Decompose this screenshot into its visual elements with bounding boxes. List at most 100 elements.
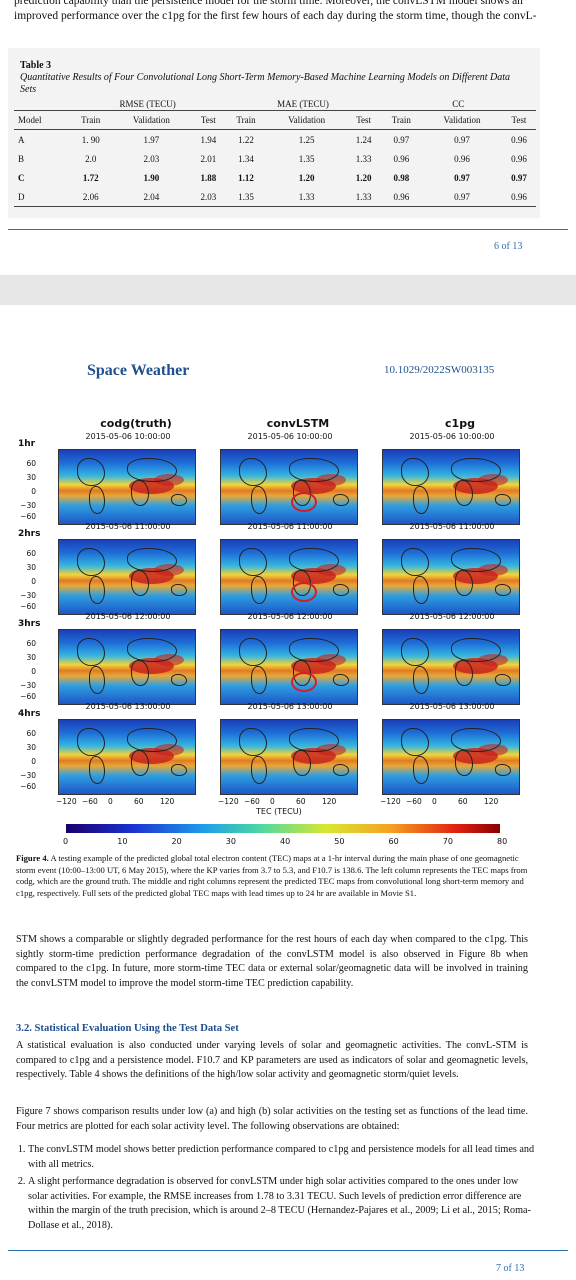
table-row: D 2.06 2.04 2.03 1.35 1.33 1.33 0.96 0.9… [14, 187, 536, 207]
y-tick-label: 0 [31, 757, 36, 766]
x-tick-label: 120 [322, 797, 337, 806]
table-cell: 1.90 [143, 172, 160, 183]
table-cell: C [18, 172, 25, 183]
x-tick-label: 60 [458, 797, 468, 806]
table-cell: A [18, 134, 25, 145]
table-cell: 0.96 [501, 187, 536, 207]
x-tick-label: −120 [218, 797, 239, 806]
page-number: 6 of 13 [494, 241, 523, 252]
results-table: RMSE (TECU) MAE (TECU) CC Model Train Va… [14, 98, 536, 207]
table-cell: 1.88 [200, 172, 217, 183]
column-title: c1pg [445, 417, 475, 430]
caption-label: Figure 4. [16, 853, 49, 863]
colorbar-tick: 20 [171, 837, 182, 846]
y-tick-label: 60 [26, 639, 36, 648]
table-cell: 1.72 [82, 172, 99, 183]
paragraph: A statistical evaluation is also conduct… [16, 1040, 528, 1080]
x-tick-label: −60 [244, 797, 260, 806]
y-tick-label: 30 [26, 743, 36, 752]
table-cell: 0.96 [511, 134, 527, 145]
table-cell: 1.33 [266, 187, 347, 207]
column-header: Test [501, 110, 536, 130]
y-tick-label: −60 [20, 602, 36, 611]
x-tick-label: 0 [108, 797, 113, 806]
y-tick-label: −30 [20, 771, 36, 780]
column-header: Validation [266, 110, 347, 130]
x-tick-label: −60 [82, 797, 98, 806]
table-row: C 1.72 1.90 1.88 1.12 1.20 1.20 0.98 0.9… [14, 168, 536, 187]
timestamp: 2015-05-06 10:00:00 [247, 432, 333, 441]
table-cell: 2.04 [111, 187, 192, 207]
table-cell: 1.97 [143, 134, 160, 145]
timestamp: 2015-05-06 11:00:00 [85, 522, 171, 531]
body-text-top: prediction capability than the persisten… [14, 0, 537, 22]
table-cell: 1.94 [200, 134, 217, 145]
figure-4: codg(truth) convLSTM c1pg 1hr 60 30 0 −30 −60… [16, 405, 560, 855]
timestamp: 2015-05-06 12:00:00 [247, 612, 333, 621]
table-cell: D [14, 187, 70, 207]
table-cell: 0.96 [393, 153, 410, 164]
y-tick-label: 60 [26, 729, 36, 738]
table-cell: 2.06 [70, 187, 112, 207]
column-header: Train [70, 110, 112, 130]
timestamp: 2015-05-06 12:00:00 [85, 612, 171, 621]
tec-map [58, 719, 196, 795]
paragraph: Figure 7 shows comparison results under … [16, 1106, 528, 1132]
table-3: Table 3 Quantitative Results of Four Con… [8, 48, 540, 218]
timestamp: 2015-05-06 11:00:00 [247, 522, 333, 531]
column-header: Test [191, 110, 226, 130]
y-tick-label: 30 [26, 473, 36, 482]
column-header: Model [14, 110, 70, 130]
y-tick-label: −60 [20, 512, 36, 521]
table-cell: 1.35 [298, 153, 315, 164]
column-header: Train [225, 110, 267, 130]
table-cell: 2.03 [191, 187, 226, 207]
x-tick-label: 0 [270, 797, 275, 806]
y-tick-label: 60 [26, 549, 36, 558]
x-tick-label: −60 [406, 797, 422, 806]
x-axis-label: TEC (TECU) [256, 807, 302, 816]
journal-name: Space Weather [87, 362, 190, 379]
highlight-ring [291, 582, 317, 602]
y-tick-label: 30 [26, 563, 36, 572]
y-tick-label: −30 [20, 501, 36, 510]
x-tick-label: 60 [296, 797, 306, 806]
tec-map [220, 449, 358, 525]
table-cell: 2.0 [85, 153, 97, 164]
highlight-ring [291, 672, 317, 692]
doi[interactable]: 10.1029/2022SW003135 [384, 364, 495, 376]
tec-map [220, 719, 358, 795]
table-cell: 1.34 [238, 153, 254, 164]
x-tick-label: 0 [432, 797, 437, 806]
table-cell: 0.97 [454, 134, 470, 145]
table-cell: B [18, 153, 25, 164]
colorbar-tick: 80 [497, 837, 508, 846]
list-item: The convLSTM model shows better predicti… [28, 1143, 540, 1172]
table-cell: 1.33 [346, 187, 381, 207]
x-tick-label: −120 [56, 797, 77, 806]
colorbar-tick: 60 [388, 837, 399, 846]
tec-map [382, 719, 520, 795]
table-cell: 1.33 [355, 153, 372, 164]
timestamp: 2015-05-06 11:00:00 [409, 522, 495, 531]
column-header: Train [380, 110, 423, 130]
row-label: 2hrs [18, 529, 41, 539]
colorbar-tick: 10 [117, 837, 128, 846]
table-cell: 0.96 [454, 153, 470, 164]
table-label: Table 3 [20, 60, 52, 71]
colorbar [66, 824, 500, 833]
y-tick-label: 30 [26, 653, 36, 662]
column-title: convLSTM [266, 417, 330, 430]
page-number: 7 of 13 [496, 1263, 525, 1274]
table-cell: 2.01 [200, 153, 217, 164]
y-tick-label: −60 [20, 692, 36, 701]
table-cell: 1.20 [355, 172, 372, 183]
y-tick-label: 0 [31, 577, 36, 586]
table-cell: 1.25 [298, 134, 315, 145]
table-cell: 0.96 [380, 187, 423, 207]
tec-map [58, 629, 196, 705]
observation-list: The convLSTM model shows better predicti… [16, 1143, 540, 1236]
page-7: Space Weather 10.1029/2022SW003135 codg(… [0, 305, 576, 1280]
column-header: Validation [111, 110, 192, 130]
colorbar-tick: 50 [334, 837, 345, 846]
